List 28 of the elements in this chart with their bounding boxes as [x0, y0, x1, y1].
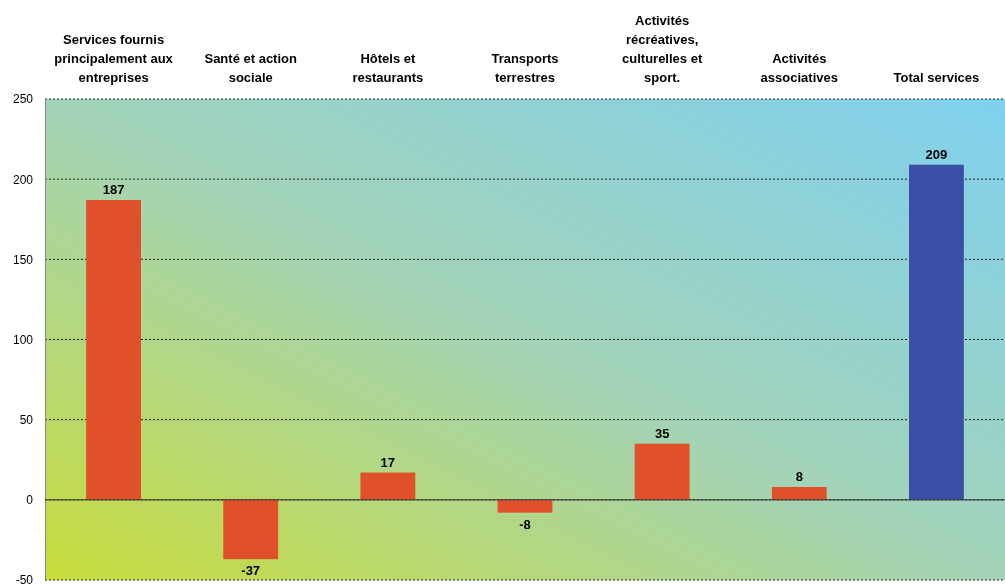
data-label: 209 — [925, 146, 948, 162]
data-label: 8 — [795, 469, 803, 485]
bar — [771, 487, 827, 500]
bar — [223, 499, 279, 560]
data-label: 35 — [654, 425, 670, 441]
bar — [497, 499, 553, 513]
x-tick-label: Activités associatives — [760, 51, 838, 85]
x-tick-label: Hôtels et restaurants — [352, 51, 424, 85]
y-tick-label: 200 — [12, 172, 34, 187]
y-tick-label: -50 — [15, 573, 34, 585]
y-tick-label: 50 — [19, 413, 34, 428]
bar — [634, 443, 690, 500]
data-label: -37 — [241, 563, 261, 579]
x-tick-label: Services fournis principalement aux entreprises — [54, 32, 174, 85]
bar — [360, 472, 416, 500]
y-tick-label: 100 — [12, 332, 34, 347]
data-label: -8 — [519, 516, 531, 532]
bar — [909, 164, 964, 500]
x-tick-label: Transports terrestres — [491, 51, 559, 85]
y-tick-label: 150 — [12, 252, 34, 267]
y-tick-label: 250 — [12, 92, 34, 107]
x-tick-label: Santé et action sociale — [204, 51, 298, 85]
x-tick-label: Activités récréatives, culturelles et sport. — [622, 13, 703, 85]
data-label: 187 — [102, 182, 125, 198]
data-label: 17 — [380, 454, 396, 470]
y-tick-label: 0 — [26, 493, 34, 508]
bar — [86, 200, 141, 500]
x-tick-label: Total services — [893, 70, 980, 85]
